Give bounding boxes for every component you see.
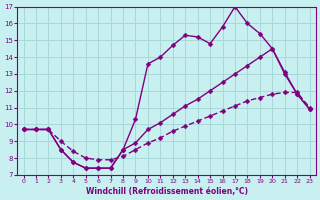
X-axis label: Windchill (Refroidissement éolien,°C): Windchill (Refroidissement éolien,°C) (85, 187, 248, 196)
